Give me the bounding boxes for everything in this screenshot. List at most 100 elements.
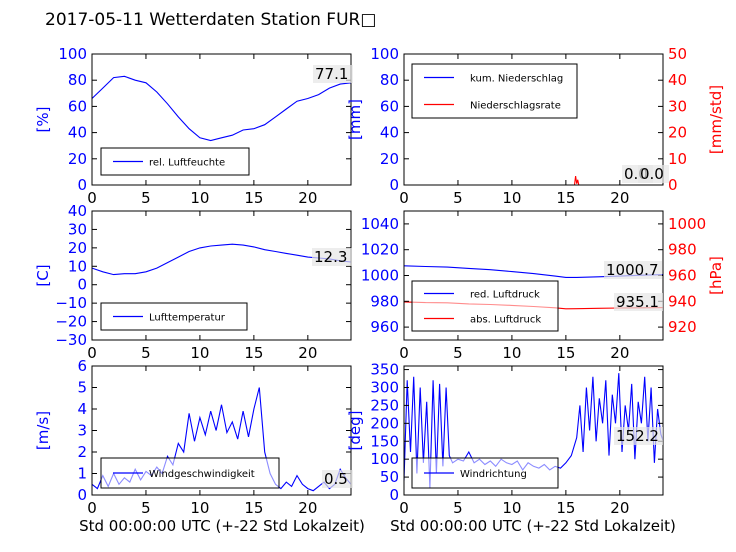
x-tick-label: 15	[556, 499, 575, 517]
y-tick-label: 980	[370, 292, 399, 310]
y-tick-label: 0	[389, 176, 399, 194]
x-tick-label: 5	[141, 189, 151, 207]
y-tick-label: 40	[380, 124, 399, 142]
x-tick-label: 20	[610, 344, 629, 362]
y-tick-label: 2	[77, 443, 87, 461]
plot-frame-precip	[403, 53, 664, 186]
x-tick-label: 15	[556, 189, 575, 207]
series-line-temperature-0	[92, 243, 351, 276]
y-tick-label: 0	[77, 176, 87, 194]
last-value-annotation: 935.1	[616, 293, 659, 311]
annotation-bg	[313, 65, 353, 83]
annotation-bg	[322, 470, 353, 488]
x-tick-label: 5	[453, 344, 463, 362]
y2-axis-label: [mm/std]	[707, 85, 725, 154]
y-tick-label: 0	[77, 276, 87, 294]
figure-title: 2017-05-11 Wetterdaten Station FUR□	[45, 10, 376, 30]
x-tick-label: 0	[87, 189, 97, 207]
legend-box-pressure	[411, 280, 559, 332]
y2-tick-label: 20	[668, 124, 687, 142]
panel-pressure: 0 5 10 15 20 960 980 1000 1020 1040 920 940 960 980 10…	[361, 210, 725, 362]
y-tick-label: 1040	[361, 215, 399, 233]
legend-label: Lufttemperatur	[149, 313, 226, 324]
x-tick-label: 0	[87, 499, 97, 517]
y-axis-label: [mm]	[346, 99, 364, 140]
y-tick-label: 960	[370, 318, 399, 336]
y-tick-label: 40	[68, 124, 87, 142]
y2-tick-label: 920	[668, 318, 697, 336]
y-axis-label: [C]	[34, 264, 52, 286]
x-axis-label-left: Std 00:00:00 UTC (+-22 Std Lokalzeit)	[79, 517, 365, 535]
y-tick-label: 100	[370, 450, 399, 468]
x-tick-label: 15	[244, 189, 263, 207]
y-tick-label: 150	[370, 432, 399, 450]
x-tick-label: 0	[87, 344, 97, 362]
x-tick-label: 10	[190, 189, 209, 207]
x-tick-label: 10	[190, 499, 209, 517]
legend-label: kum. Niederschlag	[470, 74, 563, 85]
x-tick-label: 5	[453, 499, 463, 517]
x-axis-label-right: Std 00:00:00 UTC (+-22 Std Lokalzeit)	[390, 517, 676, 535]
x-tick-label: 5	[453, 189, 463, 207]
series-line-humidity-0	[92, 75, 351, 142]
y2-axis-label: [hPa]	[707, 256, 725, 295]
series-line-precip-1	[404, 176, 663, 185]
x-tick-label: 10	[502, 189, 521, 207]
y2-tick-label: 960	[668, 267, 697, 285]
last-value-annotation: 0.5	[324, 470, 348, 488]
x-tick-label: 10	[502, 499, 521, 517]
y-tick-label: 20	[68, 150, 87, 168]
annotation-bg	[614, 427, 663, 445]
x-tick-label: 20	[298, 499, 317, 517]
y-tick-label: 100	[58, 45, 87, 63]
last-value-annotation: 77.1	[315, 65, 348, 83]
y-tick-label: −20	[55, 313, 87, 331]
plot-frame-humidity	[91, 53, 352, 186]
panel-humidity: 0 5 10 15 20 0 20 40 60 80 100 [%] rel. Luftfeuchte 7…	[34, 45, 353, 207]
y-tick-label: 80	[380, 71, 399, 89]
annotation-bg	[604, 261, 662, 279]
last-value-annotation: 0.0	[640, 165, 664, 183]
x-tick-label: 10	[190, 344, 209, 362]
y-tick-label: 1	[77, 465, 87, 483]
panel-temperature: 0 5 10 15 20−30−20−10010203040[C]Lufttempera…	[34, 202, 352, 362]
x-tick-label: 0	[399, 344, 409, 362]
y2-tick-label: 50	[668, 45, 687, 63]
y-tick-label: 100	[370, 45, 399, 63]
y-tick-label: 3	[77, 422, 87, 440]
y2-tick-label: 940	[668, 292, 697, 310]
x-tick-label: 5	[141, 344, 151, 362]
y2-tick-label: 40	[668, 71, 687, 89]
y-tick-label: 0	[389, 486, 399, 504]
x-tick-label: 20	[610, 189, 629, 207]
y-tick-label: 350	[370, 361, 399, 379]
x-tick-label: 15	[244, 344, 263, 362]
y2-tick-label: 30	[668, 97, 687, 115]
y-tick-label: 1020	[361, 241, 399, 259]
y-tick-label: −10	[55, 294, 87, 312]
plot-frame-temperature	[91, 210, 352, 341]
y-tick-label: 60	[380, 97, 399, 115]
legend-box-precip	[411, 63, 578, 119]
legend-label: abs. Luftdruck	[470, 315, 541, 326]
x-tick-label: 10	[502, 344, 521, 362]
y2-tick-label: 10	[668, 150, 687, 168]
y-tick-label: 60	[68, 97, 87, 115]
y-tick-label: 6	[77, 357, 87, 375]
last-value-annotation: 1000.7	[606, 261, 659, 279]
legend-label: Windgeschwindigkeit	[149, 469, 255, 480]
legend-label: rel. Luftfeuchte	[149, 158, 225, 169]
x-tick-label: 20	[298, 344, 317, 362]
last-value-annotation: 152.2	[616, 427, 659, 445]
y-tick-label: 5	[77, 379, 87, 397]
y2-tick-label: 980	[668, 241, 697, 259]
panel-winddir: 0 5 10 15 20050100150200250300350[deg]Windri…	[346, 361, 664, 517]
x-tick-label: 5	[141, 499, 151, 517]
y-tick-label: 20	[380, 150, 399, 168]
annotation-bg	[312, 248, 352, 266]
y-axis-label: [%]	[34, 107, 52, 133]
y2-tick-label: 0	[668, 176, 678, 194]
legend-label: Niederschlagsrate	[470, 101, 561, 112]
